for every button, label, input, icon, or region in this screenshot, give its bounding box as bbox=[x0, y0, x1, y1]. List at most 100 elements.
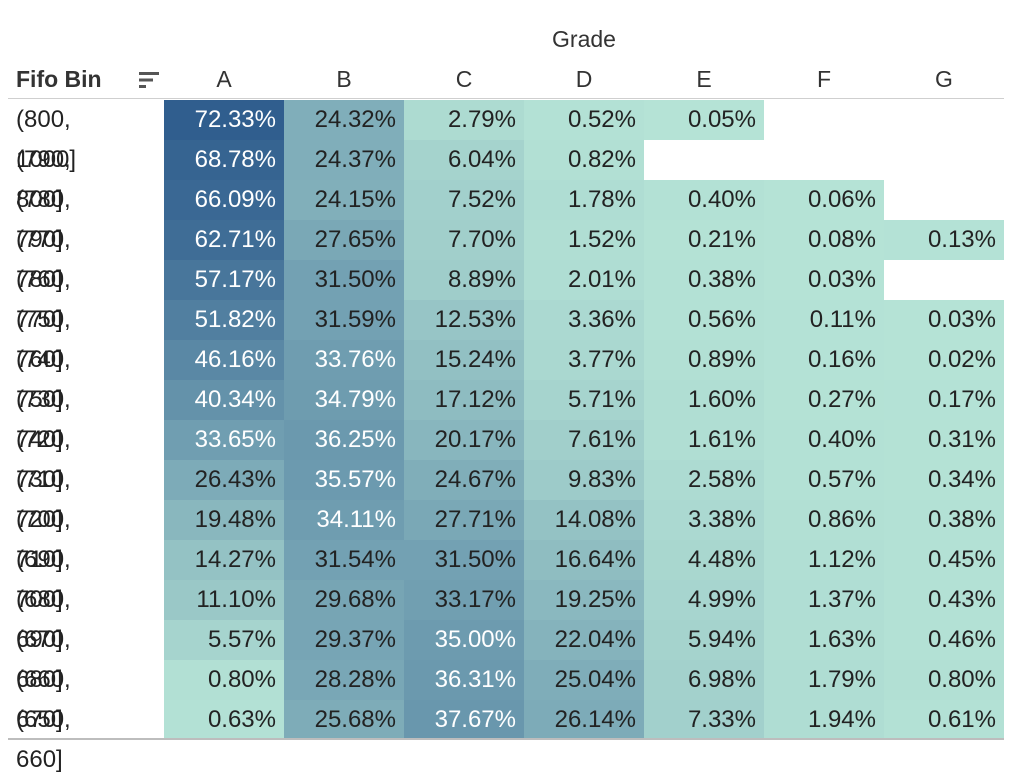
column-header-c[interactable]: C bbox=[455, 66, 473, 92]
heatmap-cell[interactable]: 0.13% bbox=[884, 220, 1004, 260]
column-header-b[interactable]: B bbox=[336, 66, 352, 92]
heatmap-cell[interactable]: 24.37% bbox=[284, 140, 404, 180]
heatmap-cell[interactable]: 36.25% bbox=[284, 420, 404, 460]
heatmap-cell[interactable]: 2.79% bbox=[404, 100, 524, 140]
heatmap-cell[interactable]: 33.17% bbox=[404, 580, 524, 620]
heatmap-cell[interactable]: 1.94% bbox=[764, 700, 884, 740]
heatmap-cell[interactable]: 0.52% bbox=[524, 100, 644, 140]
heatmap-cell[interactable]: 24.15% bbox=[284, 180, 404, 220]
heatmap-cell[interactable]: 33.65% bbox=[164, 420, 284, 460]
heatmap-cell[interactable]: 27.65% bbox=[284, 220, 404, 260]
heatmap-cell[interactable]: 3.77% bbox=[524, 340, 644, 380]
heatmap-cell[interactable]: 0.38% bbox=[644, 260, 764, 300]
heatmap-cell[interactable]: 7.61% bbox=[524, 420, 644, 460]
column-header-f[interactable]: F bbox=[816, 66, 832, 92]
heatmap-cell[interactable]: 0.34% bbox=[884, 460, 1004, 500]
heatmap-cell[interactable]: 0.46% bbox=[884, 620, 1004, 660]
heatmap-cell[interactable]: 6.98% bbox=[644, 660, 764, 700]
heatmap-cell[interactable]: 0.61% bbox=[884, 700, 1004, 740]
heatmap-cell[interactable]: 0.16% bbox=[764, 340, 884, 380]
heatmap-cell[interactable]: 33.76% bbox=[284, 340, 404, 380]
heatmap-cell[interactable]: 19.25% bbox=[524, 580, 644, 620]
heatmap-cell[interactable]: 25.68% bbox=[284, 700, 404, 740]
heatmap-cell[interactable]: 1.37% bbox=[764, 580, 884, 620]
heatmap-cell[interactable]: 40.34% bbox=[164, 380, 284, 420]
heatmap-cell[interactable]: 0.40% bbox=[644, 180, 764, 220]
heatmap-cell[interactable]: 68.78% bbox=[164, 140, 284, 180]
heatmap-cell[interactable]: 26.14% bbox=[524, 700, 644, 740]
heatmap-cell[interactable]: 66.09% bbox=[164, 180, 284, 220]
heatmap-cell[interactable]: 0.43% bbox=[884, 580, 1004, 620]
heatmap-cell[interactable]: 14.27% bbox=[164, 540, 284, 580]
heatmap-cell[interactable]: 0.05% bbox=[644, 100, 764, 140]
heatmap-cell[interactable]: 31.54% bbox=[284, 540, 404, 580]
heatmap-cell[interactable]: 31.50% bbox=[284, 260, 404, 300]
heatmap-cell[interactable]: 0.11% bbox=[764, 300, 884, 340]
heatmap-cell[interactable]: 24.32% bbox=[284, 100, 404, 140]
heatmap-cell[interactable]: 24.67% bbox=[404, 460, 524, 500]
heatmap-cell[interactable]: 2.01% bbox=[524, 260, 644, 300]
heatmap-cell[interactable]: 0.31% bbox=[884, 420, 1004, 460]
heatmap-cell[interactable]: 0.27% bbox=[764, 380, 884, 420]
heatmap-cell[interactable]: 46.16% bbox=[164, 340, 284, 380]
heatmap-cell[interactable]: 1.61% bbox=[644, 420, 764, 460]
heatmap-cell[interactable]: 6.04% bbox=[404, 140, 524, 180]
heatmap-cell[interactable]: 14.08% bbox=[524, 500, 644, 540]
heatmap-cell[interactable]: 3.36% bbox=[524, 300, 644, 340]
heatmap-cell[interactable]: 4.48% bbox=[644, 540, 764, 580]
heatmap-cell[interactable]: 4.99% bbox=[644, 580, 764, 620]
heatmap-cell[interactable]: 0.08% bbox=[764, 220, 884, 260]
heatmap-cell[interactable]: 0.45% bbox=[884, 540, 1004, 580]
sort-descending-icon[interactable] bbox=[138, 70, 160, 90]
heatmap-cell[interactable]: 51.82% bbox=[164, 300, 284, 340]
heatmap-cell[interactable]: 1.78% bbox=[524, 180, 644, 220]
heatmap-cell[interactable]: 0.03% bbox=[884, 300, 1004, 340]
heatmap-cell[interactable]: 0.63% bbox=[164, 700, 284, 740]
heatmap-cell[interactable]: 22.04% bbox=[524, 620, 644, 660]
heatmap-cell[interactable]: 19.48% bbox=[164, 500, 284, 540]
heatmap-cell[interactable]: 0.80% bbox=[164, 660, 284, 700]
column-header-g[interactable]: G bbox=[935, 66, 953, 92]
heatmap-cell[interactable]: 35.00% bbox=[404, 620, 524, 660]
heatmap-cell[interactable]: 0.56% bbox=[644, 300, 764, 340]
heatmap-cell[interactable]: 1.12% bbox=[764, 540, 884, 580]
heatmap-cell[interactable]: 62.71% bbox=[164, 220, 284, 260]
heatmap-cell[interactable]: 1.60% bbox=[644, 380, 764, 420]
heatmap-cell[interactable]: 12.53% bbox=[404, 300, 524, 340]
heatmap-cell[interactable]: 0.06% bbox=[764, 180, 884, 220]
heatmap-cell[interactable]: 1.63% bbox=[764, 620, 884, 660]
heatmap-cell[interactable]: 20.17% bbox=[404, 420, 524, 460]
heatmap-cell[interactable]: 36.31% bbox=[404, 660, 524, 700]
heatmap-cell[interactable]: 0.57% bbox=[764, 460, 884, 500]
column-header-e[interactable]: E bbox=[696, 66, 712, 92]
heatmap-cell[interactable]: 5.57% bbox=[164, 620, 284, 660]
heatmap-cell[interactable]: 57.17% bbox=[164, 260, 284, 300]
heatmap-cell[interactable]: 0.17% bbox=[884, 380, 1004, 420]
heatmap-cell[interactable]: 8.89% bbox=[404, 260, 524, 300]
heatmap-cell[interactable]: 9.83% bbox=[524, 460, 644, 500]
column-header-d[interactable]: D bbox=[575, 66, 593, 92]
heatmap-cell[interactable]: 15.24% bbox=[404, 340, 524, 380]
heatmap-cell[interactable]: 5.94% bbox=[644, 620, 764, 660]
heatmap-cell[interactable]: 0.02% bbox=[884, 340, 1004, 380]
heatmap-cell[interactable]: 31.59% bbox=[284, 300, 404, 340]
heatmap-cell[interactable]: 26.43% bbox=[164, 460, 284, 500]
heatmap-cell[interactable]: 1.79% bbox=[764, 660, 884, 700]
heatmap-cell[interactable]: 2.58% bbox=[644, 460, 764, 500]
heatmap-cell[interactable]: 3.38% bbox=[644, 500, 764, 540]
heatmap-cell[interactable]: 29.68% bbox=[284, 580, 404, 620]
heatmap-cell[interactable]: 7.33% bbox=[644, 700, 764, 740]
heatmap-cell[interactable]: 16.64% bbox=[524, 540, 644, 580]
heatmap-cell[interactable]: 5.71% bbox=[524, 380, 644, 420]
heatmap-cell[interactable]: 0.21% bbox=[644, 220, 764, 260]
heatmap-cell[interactable]: 35.57% bbox=[284, 460, 404, 500]
heatmap-cell[interactable]: 27.71% bbox=[404, 500, 524, 540]
heatmap-cell[interactable]: 7.52% bbox=[404, 180, 524, 220]
heatmap-cell[interactable]: 0.89% bbox=[644, 340, 764, 380]
heatmap-cell[interactable]: 34.79% bbox=[284, 380, 404, 420]
heatmap-cell[interactable]: 17.12% bbox=[404, 380, 524, 420]
heatmap-cell[interactable]: 7.70% bbox=[404, 220, 524, 260]
heatmap-cell[interactable]: 31.50% bbox=[404, 540, 524, 580]
heatmap-cell[interactable]: 0.82% bbox=[524, 140, 644, 180]
heatmap-cell[interactable]: 11.10% bbox=[164, 580, 284, 620]
